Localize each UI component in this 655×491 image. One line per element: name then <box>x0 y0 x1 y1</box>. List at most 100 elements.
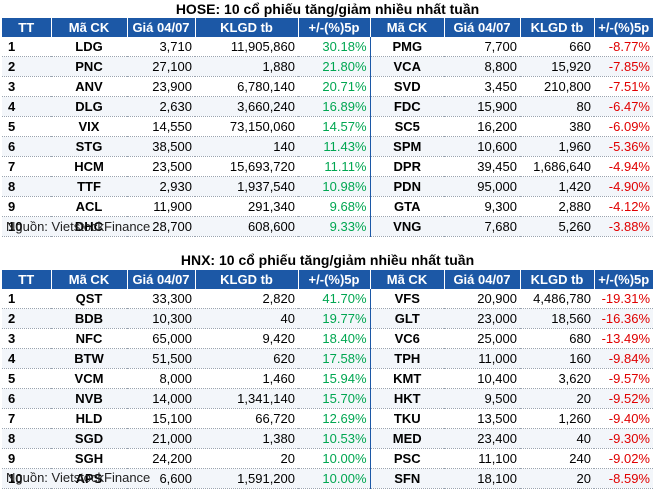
gainer-volume-cell: 140 <box>195 136 298 157</box>
gainer-price-cell: 51,500 <box>127 348 195 369</box>
gainer-volume-cell: 3,660,240 <box>195 96 298 117</box>
loser-price-cell: 18,100 <box>444 468 520 489</box>
gainer-volume-cell: 40 <box>195 308 298 329</box>
gainer-code-cell: QST <box>51 289 127 309</box>
gainer-volume-cell: 11,905,860 <box>195 37 298 57</box>
gainer-code-cell: VCM <box>51 368 127 389</box>
table-header-row: TT Mã CK Giá 04/07 KLGD tb +/-(%)5p Mã C… <box>2 18 653 37</box>
gainer-price-cell: 24,200 <box>127 448 195 469</box>
table-row: 8 TTF 2,930 1,937,540 10.98% PDN 95,000 1,420 -4… <box>2 176 653 197</box>
loser-code-cell: PMG <box>369 37 444 57</box>
gainer-change-cell: 10.00% <box>298 448 370 469</box>
col-header-code-down: Mã CK <box>370 270 445 289</box>
loser-change-cell: -9.57% <box>594 368 653 389</box>
loser-code-cell: SVD <box>369 76 444 97</box>
loser-change-cell: -13.49% <box>594 328 653 349</box>
table-row: 7 HCM 23,500 15,693,720 11.11% DPR 39,450 1,686… <box>2 156 653 177</box>
loser-code-cell: HKT <box>369 388 444 409</box>
col-header-change-up: +/-(%)5p <box>298 18 371 37</box>
rank-cell: 3 <box>2 328 51 349</box>
loser-code-cell: TKU <box>369 408 444 429</box>
gainer-change-cell: 41.70% <box>298 289 370 309</box>
loser-volume-cell: 40 <box>520 428 594 449</box>
loser-change-cell: -5.36% <box>594 136 653 157</box>
loser-code-cell: VCA <box>369 56 444 77</box>
loser-code-cell: TPH <box>369 348 444 369</box>
col-header-change-down: +/-(%)5p <box>594 18 653 37</box>
table-row: 9 SGH 24,200 20 10.00% PSC 11,100 240 -9.02% <box>2 448 653 469</box>
loser-change-cell: -9.40% <box>594 408 653 429</box>
loser-price-cell: 11,100 <box>444 448 520 469</box>
rank-cell: 6 <box>2 136 51 157</box>
table-row: 4 DLG 2,630 3,660,240 16.89% FDC 15,900 80 -6.47… <box>2 96 653 117</box>
gainer-change-cell: 10.00% <box>298 468 370 489</box>
gainer-code-cell: PNC <box>51 56 127 77</box>
gainer-price-cell: 11,900 <box>127 196 195 217</box>
gainer-price-cell: 3,710 <box>127 37 195 57</box>
loser-change-cell: -9.84% <box>594 348 653 369</box>
gainer-change-cell: 9.33% <box>298 216 370 237</box>
loser-change-cell: -19.31% <box>594 289 653 309</box>
gainer-code-cell: ANV <box>51 76 127 97</box>
loser-code-cell: VNG <box>369 216 444 237</box>
gainer-change-cell: 10.98% <box>298 176 370 197</box>
gainer-volume-cell: 1,460 <box>195 368 298 389</box>
gainer-code-cell: HLD <box>51 408 127 429</box>
hose-source-note: Nguồn: VietstockFinance <box>6 219 151 234</box>
rank-cell: 7 <box>2 156 51 177</box>
loser-change-cell: -8.77% <box>594 37 653 57</box>
col-header-price-down: Giá 04/07 <box>444 18 521 37</box>
table-row: 10 DHC 28,700 608,600 9.33% VNG 7,680 5,260 -3.8… <box>2 216 653 237</box>
gainer-volume-cell: 73,150,060 <box>195 116 298 137</box>
rank-cell: 6 <box>2 388 51 409</box>
gainer-price-cell: 23,900 <box>127 76 195 97</box>
rank-cell: 8 <box>2 428 51 449</box>
loser-price-cell: 15,900 <box>444 96 520 117</box>
loser-code-cell: PSC <box>369 448 444 469</box>
gainer-code-cell: SGH <box>51 448 127 469</box>
hose-title: HOSE: 10 cổ phiếu tăng/giảm nhiều nhất t… <box>175 1 480 17</box>
hnx-source-note: Nguồn: VietstockFinance <box>6 470 151 485</box>
rank-cell: 4 <box>2 348 51 369</box>
gainer-code-cell: STG <box>51 136 127 157</box>
loser-volume-cell: 3,620 <box>520 368 594 389</box>
gainer-volume-cell: 66,720 <box>195 408 298 429</box>
loser-code-cell: SFN <box>369 468 444 489</box>
col-header-tt: TT <box>2 270 52 289</box>
gainer-code-cell: HCM <box>51 156 127 177</box>
gainer-volume-cell: 1,380 <box>195 428 298 449</box>
loser-volume-cell: 18,560 <box>520 308 594 329</box>
col-header-volume-down: KLGD tb <box>520 270 595 289</box>
gainer-price-cell: 65,000 <box>127 328 195 349</box>
loser-price-cell: 10,600 <box>444 136 520 157</box>
loser-change-cell: -8.59% <box>594 468 653 489</box>
loser-volume-cell: 380 <box>520 116 594 137</box>
gainer-change-cell: 21.80% <box>298 56 370 77</box>
gainer-code-cell: VIX <box>51 116 127 137</box>
gainer-price-cell: 2,930 <box>127 176 195 197</box>
rank-cell: 4 <box>2 96 51 117</box>
loser-volume-cell: 1,960 <box>520 136 594 157</box>
gainer-change-cell: 30.18% <box>298 37 370 57</box>
loser-price-cell: 39,450 <box>444 156 520 177</box>
gainer-volume-cell: 15,693,720 <box>195 156 298 177</box>
loser-change-cell: -6.09% <box>594 116 653 137</box>
table-row: 8 SGD 21,000 1,380 10.53% MED 23,400 40 -9.30% <box>2 428 653 449</box>
loser-code-cell: FDC <box>369 96 444 117</box>
loser-change-cell: -7.51% <box>594 76 653 97</box>
loser-volume-cell: 1,260 <box>520 408 594 429</box>
hnx-table-body: 1 QST 33,300 2,820 41.70% VFS 20,900 4,486,780-… <box>2 289 653 489</box>
loser-price-cell: 9,300 <box>444 196 520 217</box>
gainer-change-cell: 16.89% <box>298 96 370 117</box>
loser-volume-cell: 80 <box>520 96 594 117</box>
rank-cell: 2 <box>2 56 51 77</box>
loser-change-cell: -9.02% <box>594 448 653 469</box>
table-row: 2 BDB 10,300 40 19.77% GLT 23,000 18,560 -16.36% <box>2 308 653 329</box>
rank-cell: 9 <box>2 448 51 469</box>
loser-price-cell: 25,000 <box>444 328 520 349</box>
loser-code-cell: MED <box>369 428 444 449</box>
gainer-price-cell: 8,000 <box>127 368 195 389</box>
loser-code-cell: GTA <box>369 196 444 217</box>
loser-price-cell: 13,500 <box>444 408 520 429</box>
gainer-code-cell: DHC <box>51 216 127 237</box>
